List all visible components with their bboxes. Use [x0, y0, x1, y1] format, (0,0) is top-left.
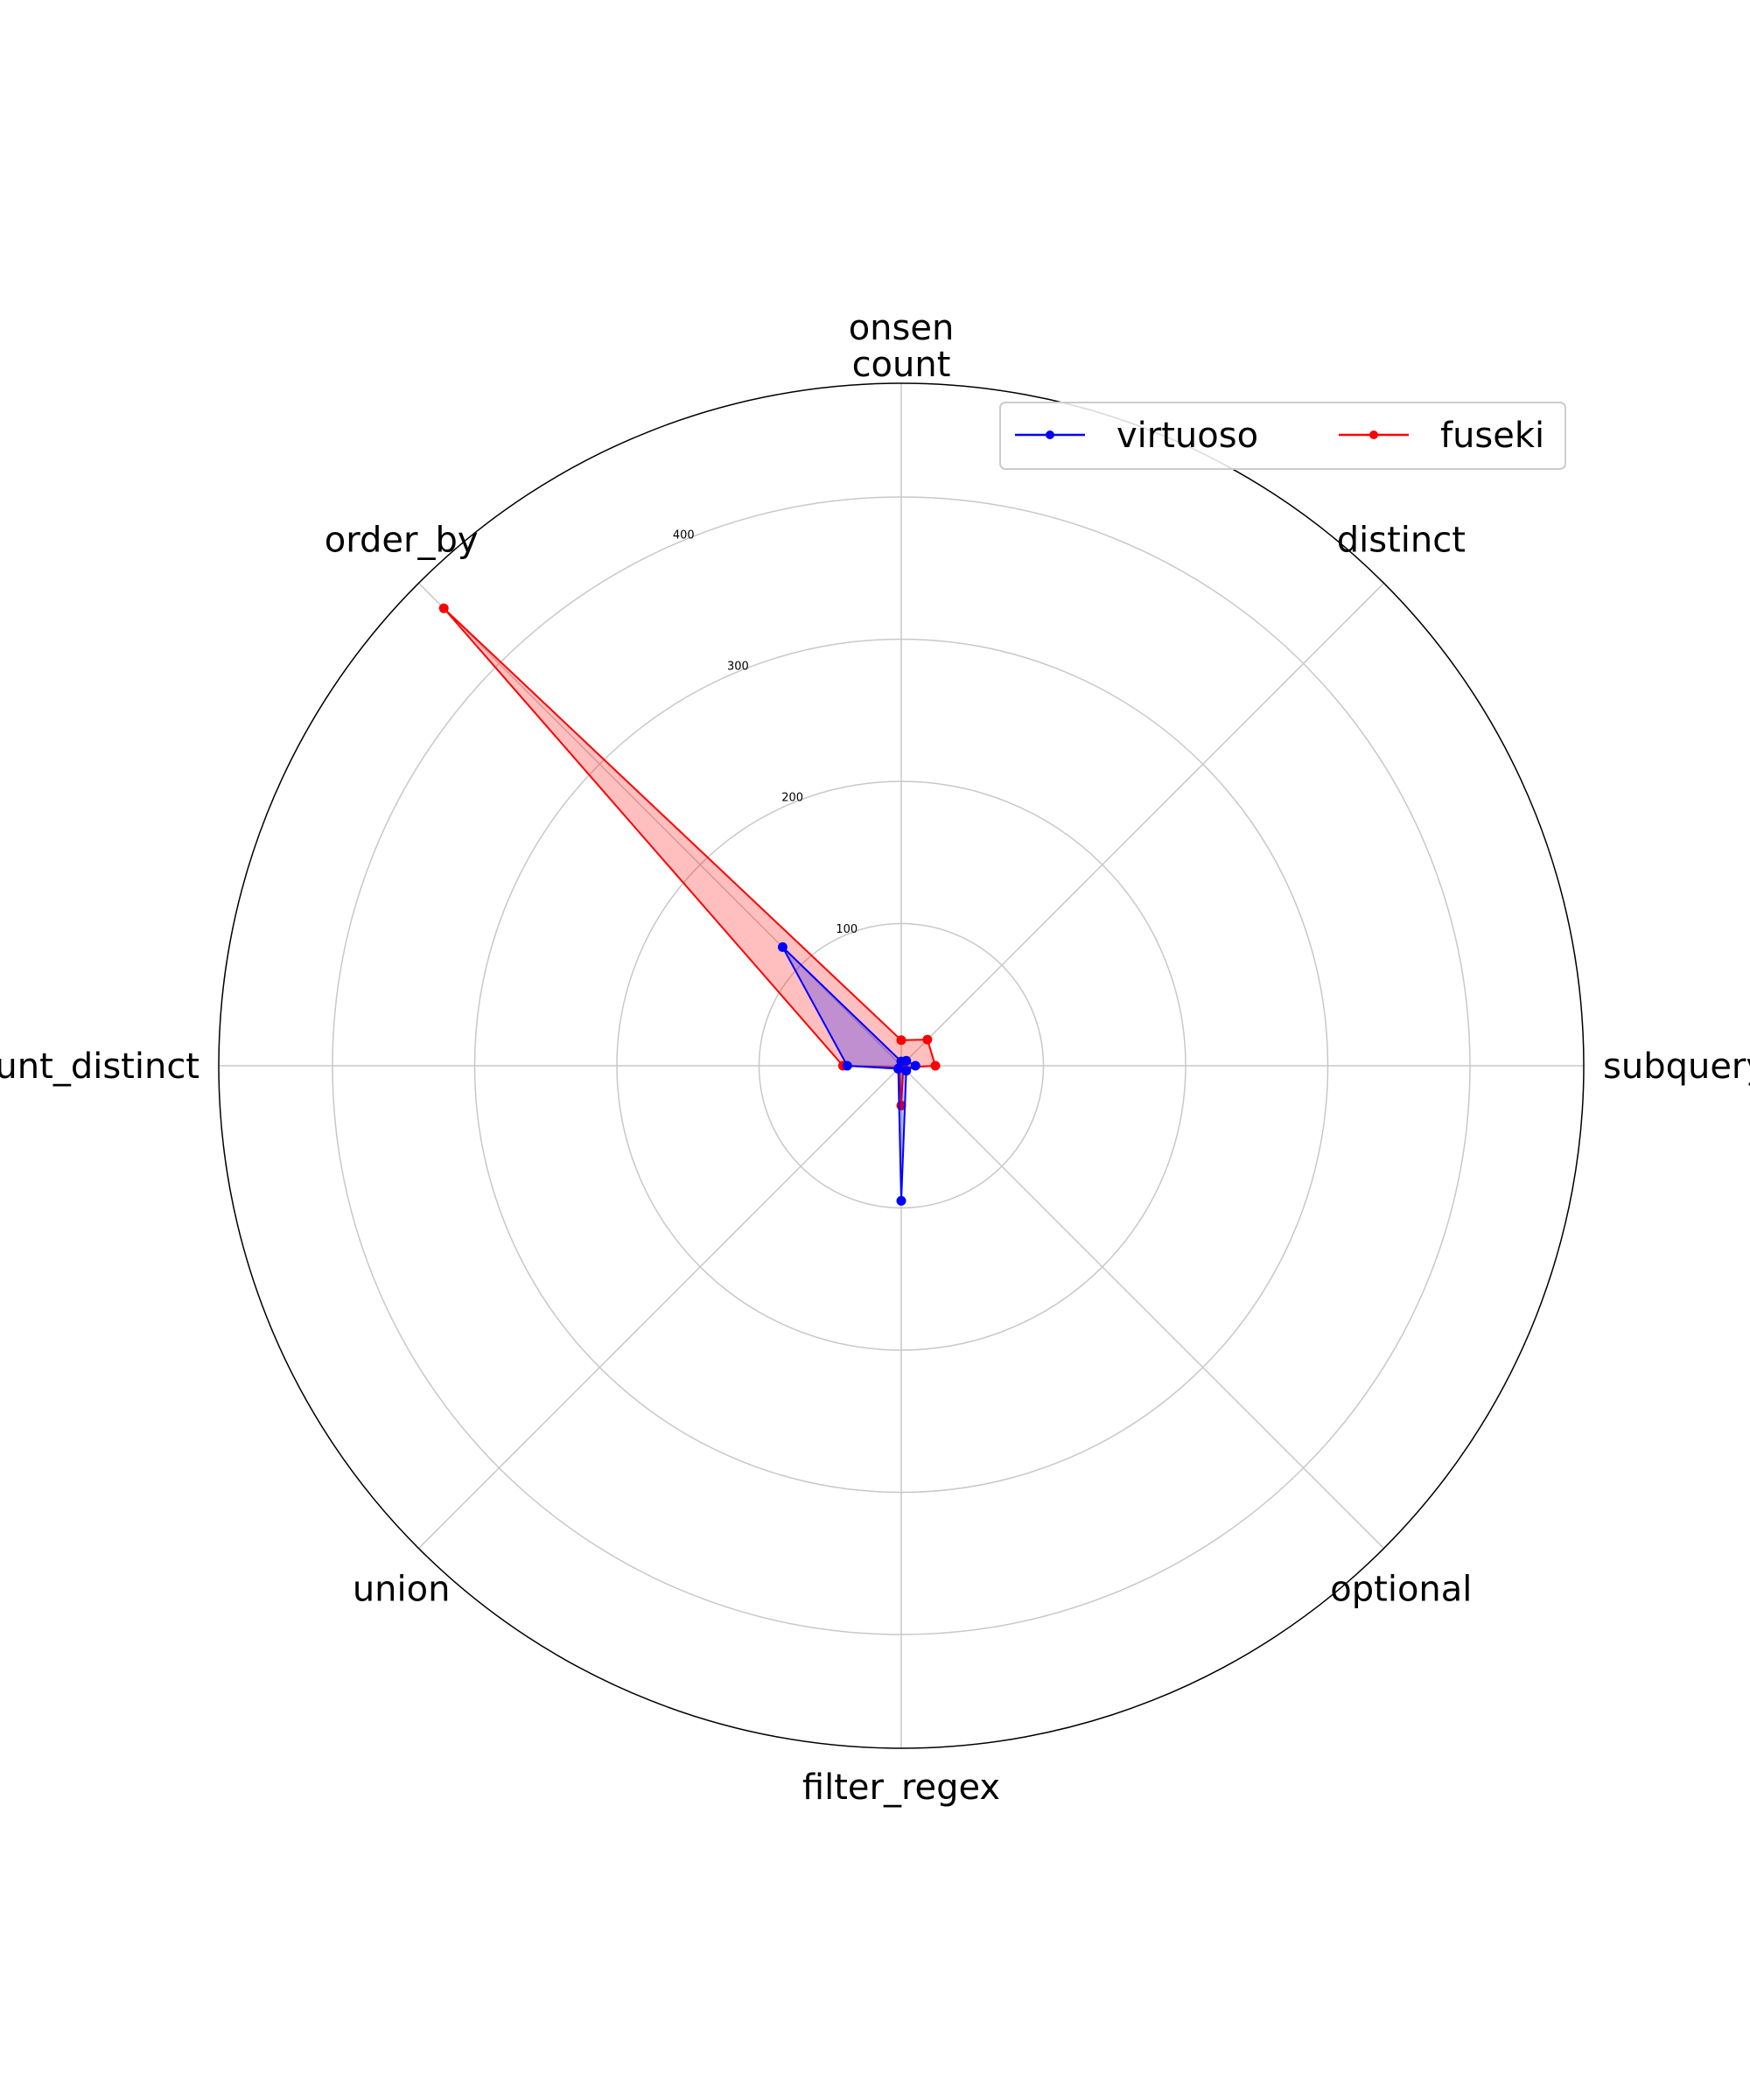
point-virtuoso-distinct — [901, 1055, 912, 1066]
outer-boundary — [218, 382, 1585, 1749]
point-fuseki-distinct — [922, 1034, 933, 1045]
spoke-union — [417, 1065, 902, 1550]
category-label-distinct: distinct — [1337, 521, 1466, 561]
point-virtuoso-group_by_having_count_distinct — [842, 1060, 852, 1071]
spoke-order_by — [417, 582, 902, 1067]
legend: virtuoso fuseki — [999, 402, 1566, 470]
category-label-order_by: order_by — [325, 521, 479, 561]
legend-marker-fuseki — [1369, 430, 1378, 439]
category-label-union: union — [353, 1569, 451, 1609]
radial-tick-label-1: 200 — [781, 792, 803, 805]
chart-title-line-1: onsen — [849, 308, 955, 348]
spoke-distinct — [900, 582, 1385, 1067]
spoke-optional — [900, 1065, 1385, 1550]
category-label-optional: optional — [1330, 1569, 1472, 1609]
series-layer — [438, 603, 941, 1206]
legend-label-virtuoso: virtuoso — [1116, 416, 1258, 456]
point-virtuoso-union — [893, 1063, 904, 1074]
legend-marker-virtuoso — [1046, 430, 1054, 439]
chart-title-line-2: count — [852, 345, 951, 385]
legend-frame — [999, 402, 1566, 470]
labels: onsen count 100 200 300 400 distinct subquery… — [0, 308, 1750, 1808]
radial-tick-label-2: 300 — [727, 661, 749, 674]
category-label-subquery: subquery — [1603, 1046, 1750, 1087]
category-label-group_by_having_count_distinct: group_by_having_count_distinct — [0, 1046, 200, 1087]
point-virtuoso-optional — [901, 1066, 912, 1076]
legend-label-fuseki: fuseki — [1440, 416, 1544, 456]
point-fuseki-count — [896, 1035, 906, 1046]
grid — [218, 382, 1585, 1749]
point-virtuoso-subquery — [910, 1060, 920, 1071]
point-fuseki-order_by — [438, 603, 449, 613]
point-virtuoso-filter_regex — [896, 1195, 906, 1206]
radial-tick-label-3: 400 — [673, 528, 695, 542]
point-virtuoso-order_by — [777, 942, 788, 952]
point-fuseki-subquery — [930, 1060, 941, 1071]
series-area-virtuoso — [781, 946, 918, 1201]
category-label-filter_regex: filter_regex — [802, 1768, 1000, 1808]
radial-tick-label-0: 100 — [836, 923, 858, 936]
